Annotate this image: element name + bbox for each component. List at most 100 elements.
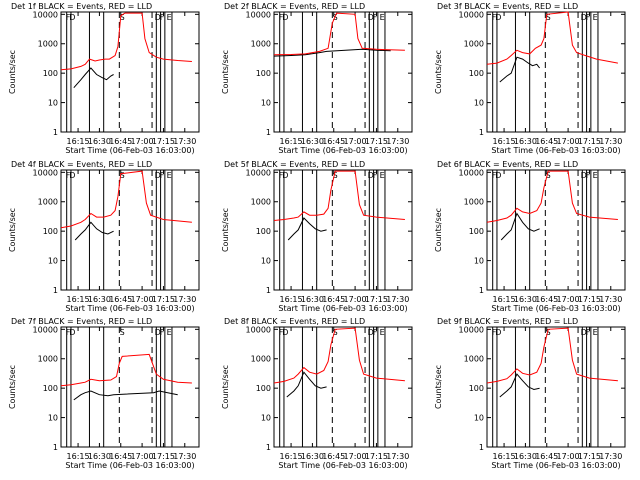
y-tick-label: 10000	[459, 168, 484, 177]
interval-marker-label: E	[167, 13, 172, 22]
y-axis-label: Counts/sec	[434, 208, 443, 252]
series-events	[73, 67, 114, 89]
series-lld	[486, 170, 618, 223]
interval-marker-label: E	[167, 328, 172, 337]
interval-marker-label: S	[546, 13, 551, 22]
y-tick-label: 1000	[38, 40, 58, 49]
plot-frame	[273, 169, 413, 291]
y-tick-label: 100	[43, 69, 58, 78]
x-tick-label: 17:15	[152, 295, 175, 304]
x-tick-label: 17:00	[131, 137, 154, 146]
panel-title: Det 7f BLACK = Events, RED = LLD	[11, 317, 152, 326]
detector-panel-7: Det 7f BLACK = Events, RED = LLD 1 10 100 10…	[8, 317, 200, 470]
y-tick-label: 10000	[459, 325, 484, 334]
detector-panel-3: Det 3f BLACK = Events, RED = LLD 1 10 100 10…	[434, 2, 626, 155]
x-tick-label: 17:30	[386, 137, 409, 146]
x-tick-label: 17:15	[365, 137, 388, 146]
x-tick-label: 16:45	[322, 295, 345, 304]
interval-marker-label: F	[492, 328, 497, 337]
interval-marker-label: S	[333, 328, 338, 337]
x-tick-label: 16:45	[535, 137, 558, 146]
y-tick-label: 1000	[464, 355, 484, 364]
x-tick-label: 17:15	[578, 137, 601, 146]
interval-marker-label: E	[593, 328, 598, 337]
interval-marker-label: D	[282, 328, 288, 337]
x-axis-title: Start Time (06-Feb-03 16:03:00)	[278, 146, 407, 155]
x-tick-label: 16:15	[67, 295, 90, 304]
y-tick-label: 10	[474, 257, 484, 266]
interval-marker-label: S	[120, 328, 125, 337]
x-tick-label: 17:30	[173, 295, 196, 304]
interval-marker-label: D	[155, 171, 161, 180]
detector-panel-1: Det 1f BLACK = Events, RED = LLD 1 10 100 10…	[8, 2, 200, 155]
y-tick-label: 1	[266, 286, 271, 295]
x-tick-label: 17:30	[599, 137, 622, 146]
panel-title: Det 3f BLACK = Events, RED = LLD	[437, 2, 578, 11]
x-tick-label: 17:30	[386, 295, 409, 304]
x-tick-label: 17:30	[173, 137, 196, 146]
interval-marker-label: F	[586, 13, 591, 22]
interval-marker-label: E	[593, 13, 598, 22]
y-tick-label: 100	[43, 384, 58, 393]
y-tick-label: 10000	[33, 168, 58, 177]
x-tick-label: 17:00	[557, 295, 580, 304]
x-tick-label: 16:30	[88, 452, 111, 461]
interval-marker-label: F	[66, 13, 71, 22]
y-tick-label: 1	[266, 443, 271, 452]
x-tick-label: 16:15	[493, 137, 516, 146]
plot-frame	[273, 326, 413, 448]
y-tick-label: 10000	[246, 10, 271, 19]
interval-marker-label: S	[120, 171, 125, 180]
panel-title: Det 2f BLACK = Events, RED = LLD	[224, 2, 365, 11]
series-lld	[60, 353, 192, 387]
interval-marker-label: F	[160, 171, 165, 180]
interval-marker-label: D	[368, 13, 374, 22]
interval-marker-label: D	[69, 13, 75, 22]
interval-marker-label: D	[581, 328, 587, 337]
x-tick-label: 17:30	[599, 452, 622, 461]
x-tick-label: 17:15	[152, 452, 175, 461]
x-tick-label: 16:30	[514, 452, 537, 461]
detector-panel-2: Det 2f BLACK = Events, RED = LLD 1 10 100 10…	[221, 2, 413, 155]
interval-marker-label: D	[495, 13, 501, 22]
x-tick-label: 16:15	[493, 295, 516, 304]
x-tick-label: 17:30	[599, 295, 622, 304]
x-tick-label: 16:45	[535, 295, 558, 304]
y-axis-label: Counts/sec	[8, 365, 17, 409]
y-tick-label: 100	[469, 69, 484, 78]
y-tick-label: 10	[48, 414, 58, 423]
x-tick-label: 17:00	[557, 452, 580, 461]
interval-marker-label: F	[279, 13, 284, 22]
y-tick-label: 10000	[33, 325, 58, 334]
interval-marker-label: D	[581, 171, 587, 180]
interval-marker-label: F	[373, 13, 378, 22]
y-tick-label: 10	[261, 257, 271, 266]
y-tick-label: 10	[261, 414, 271, 423]
plot-frame	[273, 11, 413, 133]
x-tick-label: 17:30	[386, 452, 409, 461]
interval-marker-label: D	[282, 171, 288, 180]
panel-title: Det 4f BLACK = Events, RED = LLD	[11, 160, 152, 169]
y-tick-label: 1	[53, 286, 58, 295]
series-lld	[60, 170, 192, 229]
interval-marker-label: F	[373, 328, 378, 337]
y-axis-label: Counts/sec	[8, 208, 17, 252]
x-axis-title: Start Time (06-Feb-03 16:03:00)	[491, 461, 620, 470]
y-tick-label: 10000	[459, 10, 484, 19]
series-events	[287, 217, 327, 241]
x-tick-label: 16:30	[301, 452, 324, 461]
x-tick-label: 16:45	[109, 452, 132, 461]
x-tick-label: 16:30	[514, 137, 537, 146]
y-tick-label: 100	[469, 227, 484, 236]
series-lld	[486, 327, 618, 384]
y-tick-label: 10000	[33, 10, 58, 19]
interval-marker-label: S	[546, 328, 551, 337]
x-axis-title: Start Time (06-Feb-03 16:03:00)	[491, 146, 620, 155]
y-tick-label: 1	[53, 443, 58, 452]
interval-marker-label: D	[155, 328, 161, 337]
series-events	[73, 390, 178, 401]
x-tick-label: 16:15	[280, 137, 303, 146]
interval-marker-label: F	[586, 328, 591, 337]
interval-marker-label: S	[120, 13, 125, 22]
